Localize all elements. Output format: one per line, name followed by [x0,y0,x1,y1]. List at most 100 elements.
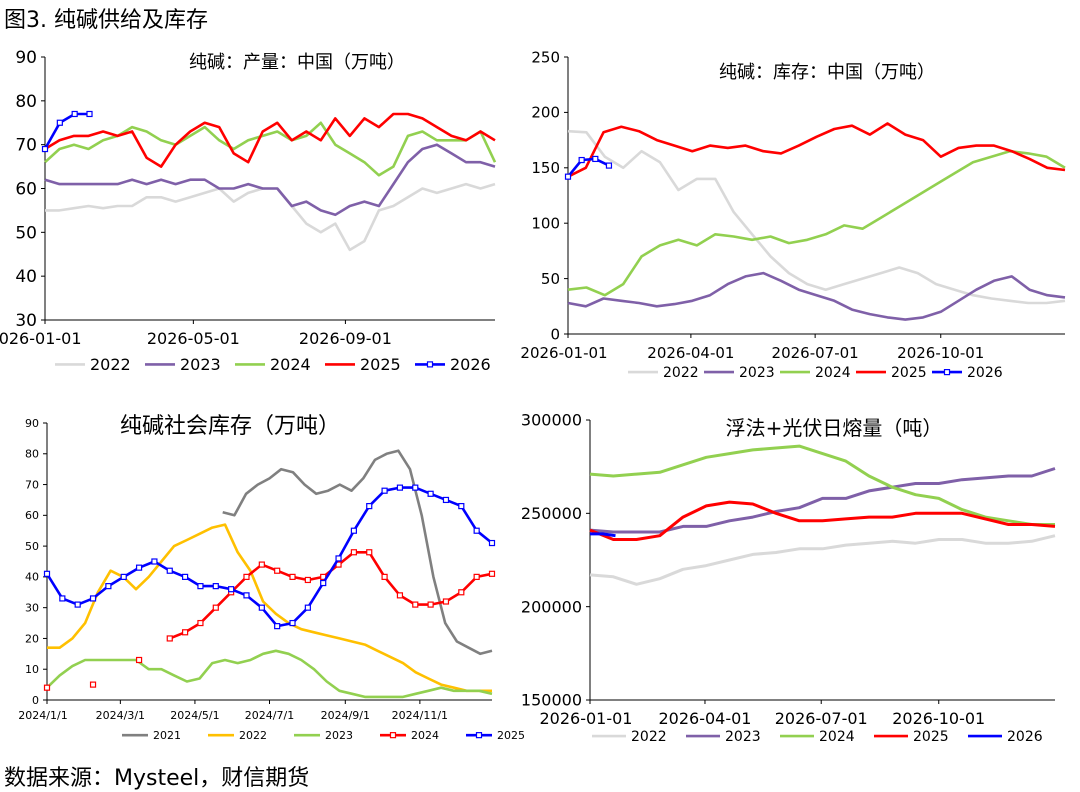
data-point-2026 [56,119,63,126]
source-note: 数据来源：Mysteel，财信期货 [4,766,310,791]
legend-label-2026: 2026 [967,365,1003,381]
x-tick-label: 2026-09-01 [299,329,392,348]
legend-label-2025: 2025 [360,355,401,374]
data-point-2025 [120,573,127,580]
data-point-2024 [135,656,143,664]
data-point-2024 [243,573,250,580]
series-line-2025 [44,112,496,168]
x-tick-label: 2024/7/1 [245,709,294,722]
data-point-2024 [304,576,311,584]
y-tick-label: 50 [541,270,560,288]
y-tick-label: 100 [531,214,560,232]
data-point-2025 [59,595,66,602]
data-point-2025 [289,619,296,627]
series-line-2025 [567,122,1066,178]
data-point-2024 [412,601,419,608]
data-point-2026 [41,145,49,153]
series-line-2026 [43,112,90,150]
data-point-2024 [197,619,204,627]
data-point-2025 [151,558,158,565]
legend-label-2022: 2022 [90,355,131,374]
data-point-2024 [396,592,404,599]
data-point-2026 [86,110,93,118]
data-point-2025 [473,527,480,534]
y-tick-label: 50 [15,223,37,243]
series-line-2023 [46,649,493,699]
chart-panel-1: 30 40 50 60 70 80 90 2026-01-01 2026-05-01 2026-0… [0,48,497,374]
data-point-2025 [258,604,265,611]
data-point-2025 [43,570,51,577]
x-tick-label: 2024/9/1 [321,709,370,722]
series-line-2022 [47,523,492,693]
data-point-2024 [350,549,357,556]
chart-panel-3: 0 10 20 30 40 50 60 70 80 90 2024/1/1 2024/3/1 2024/… [18,414,525,742]
y-tick-label: 30 [15,311,37,331]
series-line-2024 [589,444,1055,526]
legend-label-2023: 2023 [180,355,221,374]
data-point-2025 [320,579,327,587]
data-point-2025 [212,583,219,590]
chart-panel-2: 0 50 100 150 200 250 2026-01-01 2026-04-01 2026-… [520,48,1066,381]
y-tick-label: 70 [25,478,39,491]
legend-label-2021: 2021 [153,729,181,742]
data-point-2025 [135,564,143,571]
legend-label-2024: 2024 [815,365,851,381]
y-tick-label: 0 [32,694,39,707]
data-point-2026 [564,173,572,180]
data-point-2024 [381,573,388,580]
data-point-2025 [197,583,204,590]
data-point-2025 [488,539,496,547]
chart-panel-4: 150000 200000 250000 300000 2026-01-01 2026-0… [521,411,1056,745]
data-point-2024 [427,601,434,608]
legend-label-2023: 2023 [325,729,353,742]
y-tick-label: 150000 [521,691,582,710]
series-line-2023 [44,143,496,217]
y-tick-label: 60 [25,509,39,522]
legend-label-2025: 2025 [891,365,927,381]
y-tick-label: 80 [25,448,39,461]
legend-label-2024: 2024 [270,355,311,374]
x-tick-label: 2026-01-01 [0,329,81,348]
y-tick-label: 200000 [521,597,582,616]
data-point-2025 [304,604,311,611]
legend-marker-2026 [426,361,434,368]
data-point-2025 [396,484,404,491]
legend-label-2023: 2023 [739,365,775,381]
chart-title: 纯碱：产量：中国（万吨） [189,52,405,73]
x-tick-label: 2026-04-01 [658,709,751,728]
y-tick-label: 150 [531,159,560,177]
y-tick-label: 30 [25,602,39,615]
y-tick-label: 90 [25,417,39,430]
y-tick-label: 60 [15,179,37,199]
data-point-2025 [105,583,112,590]
x-tick-label: 2024/5/1 [170,709,219,722]
x-tick-label: 2024/1/1 [18,709,67,722]
series-line-2023 [589,467,1056,534]
data-point-2024 [442,598,450,605]
series-line-2026 [566,157,610,178]
series-line-2024 [567,149,1066,297]
data-point-2025 [381,487,388,494]
y-tick-label: 40 [25,571,39,584]
series-line-2024 [169,551,493,640]
data-point-2024 [212,604,219,611]
data-point-2025 [412,484,419,491]
series-line-2022 [45,182,496,252]
legend-label-2024: 2024 [819,729,855,745]
y-tick-label: 40 [15,267,37,287]
chart-title: 纯碱：库存：中国（万吨） [719,62,935,83]
x-tick-label: 2026-07-01 [772,344,859,362]
x-tick-label: 2026-01-01 [540,709,633,728]
data-point-2024 [89,681,97,688]
y-tick-label: 250 [531,48,560,66]
y-tick-label: 90 [15,48,37,68]
x-tick-label: 2026-10-01 [892,709,985,728]
series-line-2022 [567,129,1066,305]
data-point-2025 [228,586,235,593]
data-point-2025 [427,490,434,497]
series-line-2022 [589,534,1056,586]
data-point-2026 [605,162,613,169]
data-point-2025 [74,601,81,608]
series-line-2026 [590,532,616,538]
data-point-2024 [289,573,296,580]
